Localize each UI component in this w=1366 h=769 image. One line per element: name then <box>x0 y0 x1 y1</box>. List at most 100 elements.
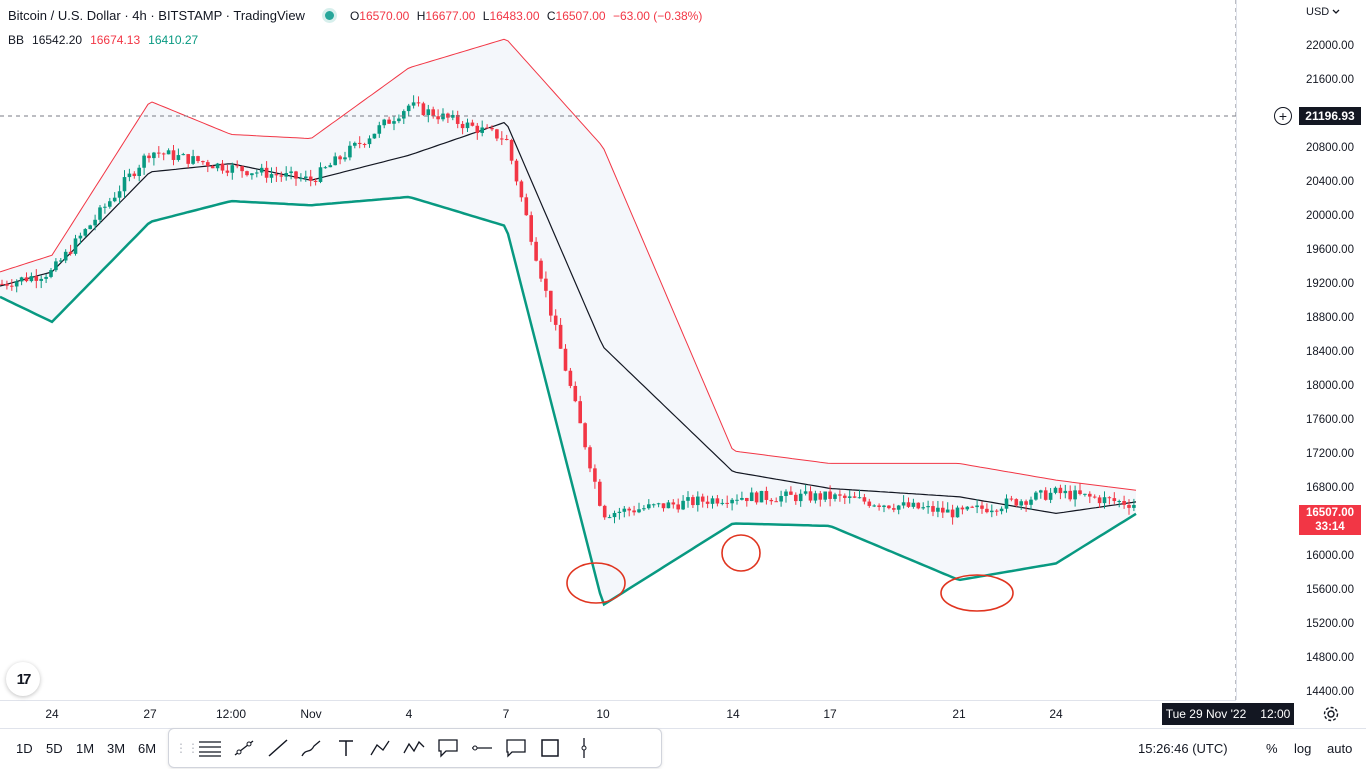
log-scale-toggle[interactable]: log <box>1294 741 1312 756</box>
settings-gear-icon[interactable] <box>1322 705 1340 728</box>
candle-body <box>480 127 484 133</box>
annotation-circle <box>566 562 626 604</box>
range-5d-button[interactable]: 5D <box>46 741 63 756</box>
range-6m-button[interactable]: 6M <box>138 741 157 756</box>
candle-body <box>759 490 764 503</box>
candle-body <box>161 153 166 155</box>
indicator-legend[interactable]: BB 16542.20 16674.13 16410.27 <box>8 33 198 47</box>
candle-body <box>318 167 323 182</box>
candle-body <box>999 508 1004 512</box>
candle-body <box>353 142 357 146</box>
time-axis[interactable] <box>0 700 1236 729</box>
candle-body <box>235 165 239 167</box>
candle-body <box>299 178 303 180</box>
candle-body <box>397 118 401 122</box>
candle-body <box>220 163 225 171</box>
candle-body <box>803 491 808 494</box>
tradingview-logo[interactable]: 17 <box>6 662 40 696</box>
candle-body <box>671 502 676 505</box>
chart-header: Bitcoin / U.S. Dollar · 4h · BITSTAMP · … <box>8 8 706 23</box>
indicator-name: BB <box>8 33 25 47</box>
candle-body <box>598 481 602 506</box>
candle-body <box>34 276 39 281</box>
annotation-circle <box>940 574 1014 612</box>
callout-tool-icon[interactable] <box>431 731 465 765</box>
candle-body <box>1043 490 1048 500</box>
auto-scale-toggle[interactable]: auto <box>1327 741 1353 756</box>
candle-body <box>656 503 661 505</box>
candle-body <box>137 167 141 177</box>
candle-body <box>553 315 558 325</box>
add-alert-plus-icon[interactable]: + <box>1274 107 1292 125</box>
symbol-title[interactable]: Bitcoin / U.S. Dollar · 4h · BITSTAMP · … <box>8 8 305 23</box>
candle-body <box>975 505 979 508</box>
pattern-tool-icon[interactable] <box>397 731 431 765</box>
time-label: 14 <box>726 707 740 721</box>
candle-body <box>117 191 122 198</box>
candle-body <box>431 109 435 117</box>
candle-body <box>460 123 465 129</box>
drag-handle-icon[interactable]: ⋮⋮ <box>175 741 199 755</box>
currency-selector[interactable]: USD <box>1306 6 1340 18</box>
candle-body <box>142 155 146 168</box>
candle-body <box>504 138 509 140</box>
path-tool-icon[interactable] <box>363 731 397 765</box>
brush-tool-icon[interactable] <box>295 731 329 765</box>
candle-body <box>313 180 318 182</box>
range-1m-button[interactable]: 1M <box>76 741 95 756</box>
candle-body <box>794 494 798 502</box>
candle-body <box>696 496 700 506</box>
candle-body <box>333 156 337 166</box>
candle-body <box>470 122 475 126</box>
price-axis[interactable] <box>1236 0 1366 700</box>
candle-body <box>63 251 68 261</box>
candle-body <box>181 154 186 156</box>
percent-scale-toggle[interactable]: % <box>1266 741 1278 756</box>
horizontal-ray-tool-icon[interactable] <box>465 731 499 765</box>
price-label: 20800.00 <box>1306 142 1354 154</box>
candle-body <box>0 283 4 285</box>
candle-body <box>936 507 940 512</box>
rectangle-tool-icon[interactable] <box>533 731 567 765</box>
candle-body <box>1068 490 1072 500</box>
candle-body <box>421 103 426 116</box>
candle-body <box>544 278 548 291</box>
horizontal-lines-tool-icon[interactable] <box>193 731 227 765</box>
candle-body <box>843 495 847 498</box>
candle-body <box>108 201 112 207</box>
candle-body <box>54 261 58 271</box>
bollinger-lower-line <box>0 195 1137 607</box>
candle-body <box>1092 496 1097 498</box>
candle-body <box>88 225 92 230</box>
candle-body <box>29 276 34 282</box>
utc-clock[interactable]: 15:26:46 (UTC) <box>1138 741 1228 756</box>
candle-body <box>1088 493 1092 497</box>
candle-body <box>166 150 171 155</box>
range-3m-button[interactable]: 3M <box>107 741 126 756</box>
range-1d-button[interactable]: 1D <box>16 741 33 756</box>
candle-body <box>387 119 391 124</box>
candle-body <box>514 160 519 182</box>
candle-body <box>1117 501 1121 503</box>
bollinger-basis-line <box>0 121 1137 515</box>
candle-body <box>451 114 455 118</box>
price-chart[interactable] <box>0 0 1236 700</box>
time-label: 27 <box>143 707 157 721</box>
candle-body <box>877 505 881 507</box>
candle-body <box>1132 505 1136 508</box>
trend-line-tool-icon[interactable] <box>227 731 261 765</box>
candle-body <box>446 113 450 118</box>
candle-body <box>367 138 372 145</box>
candlestick-series <box>0 95 1136 525</box>
candle-body <box>916 502 921 509</box>
candle-body <box>720 502 725 504</box>
candle-body <box>289 171 293 174</box>
candle-body <box>1107 497 1112 499</box>
comment-tool-icon[interactable] <box>499 731 533 765</box>
candle-body <box>1034 492 1038 500</box>
vertical-line-tool-icon[interactable] <box>567 731 601 765</box>
candle-body <box>666 502 671 509</box>
text-tool-icon[interactable] <box>329 731 363 765</box>
candle-body <box>1004 498 1009 509</box>
line-tool-icon[interactable] <box>261 731 295 765</box>
